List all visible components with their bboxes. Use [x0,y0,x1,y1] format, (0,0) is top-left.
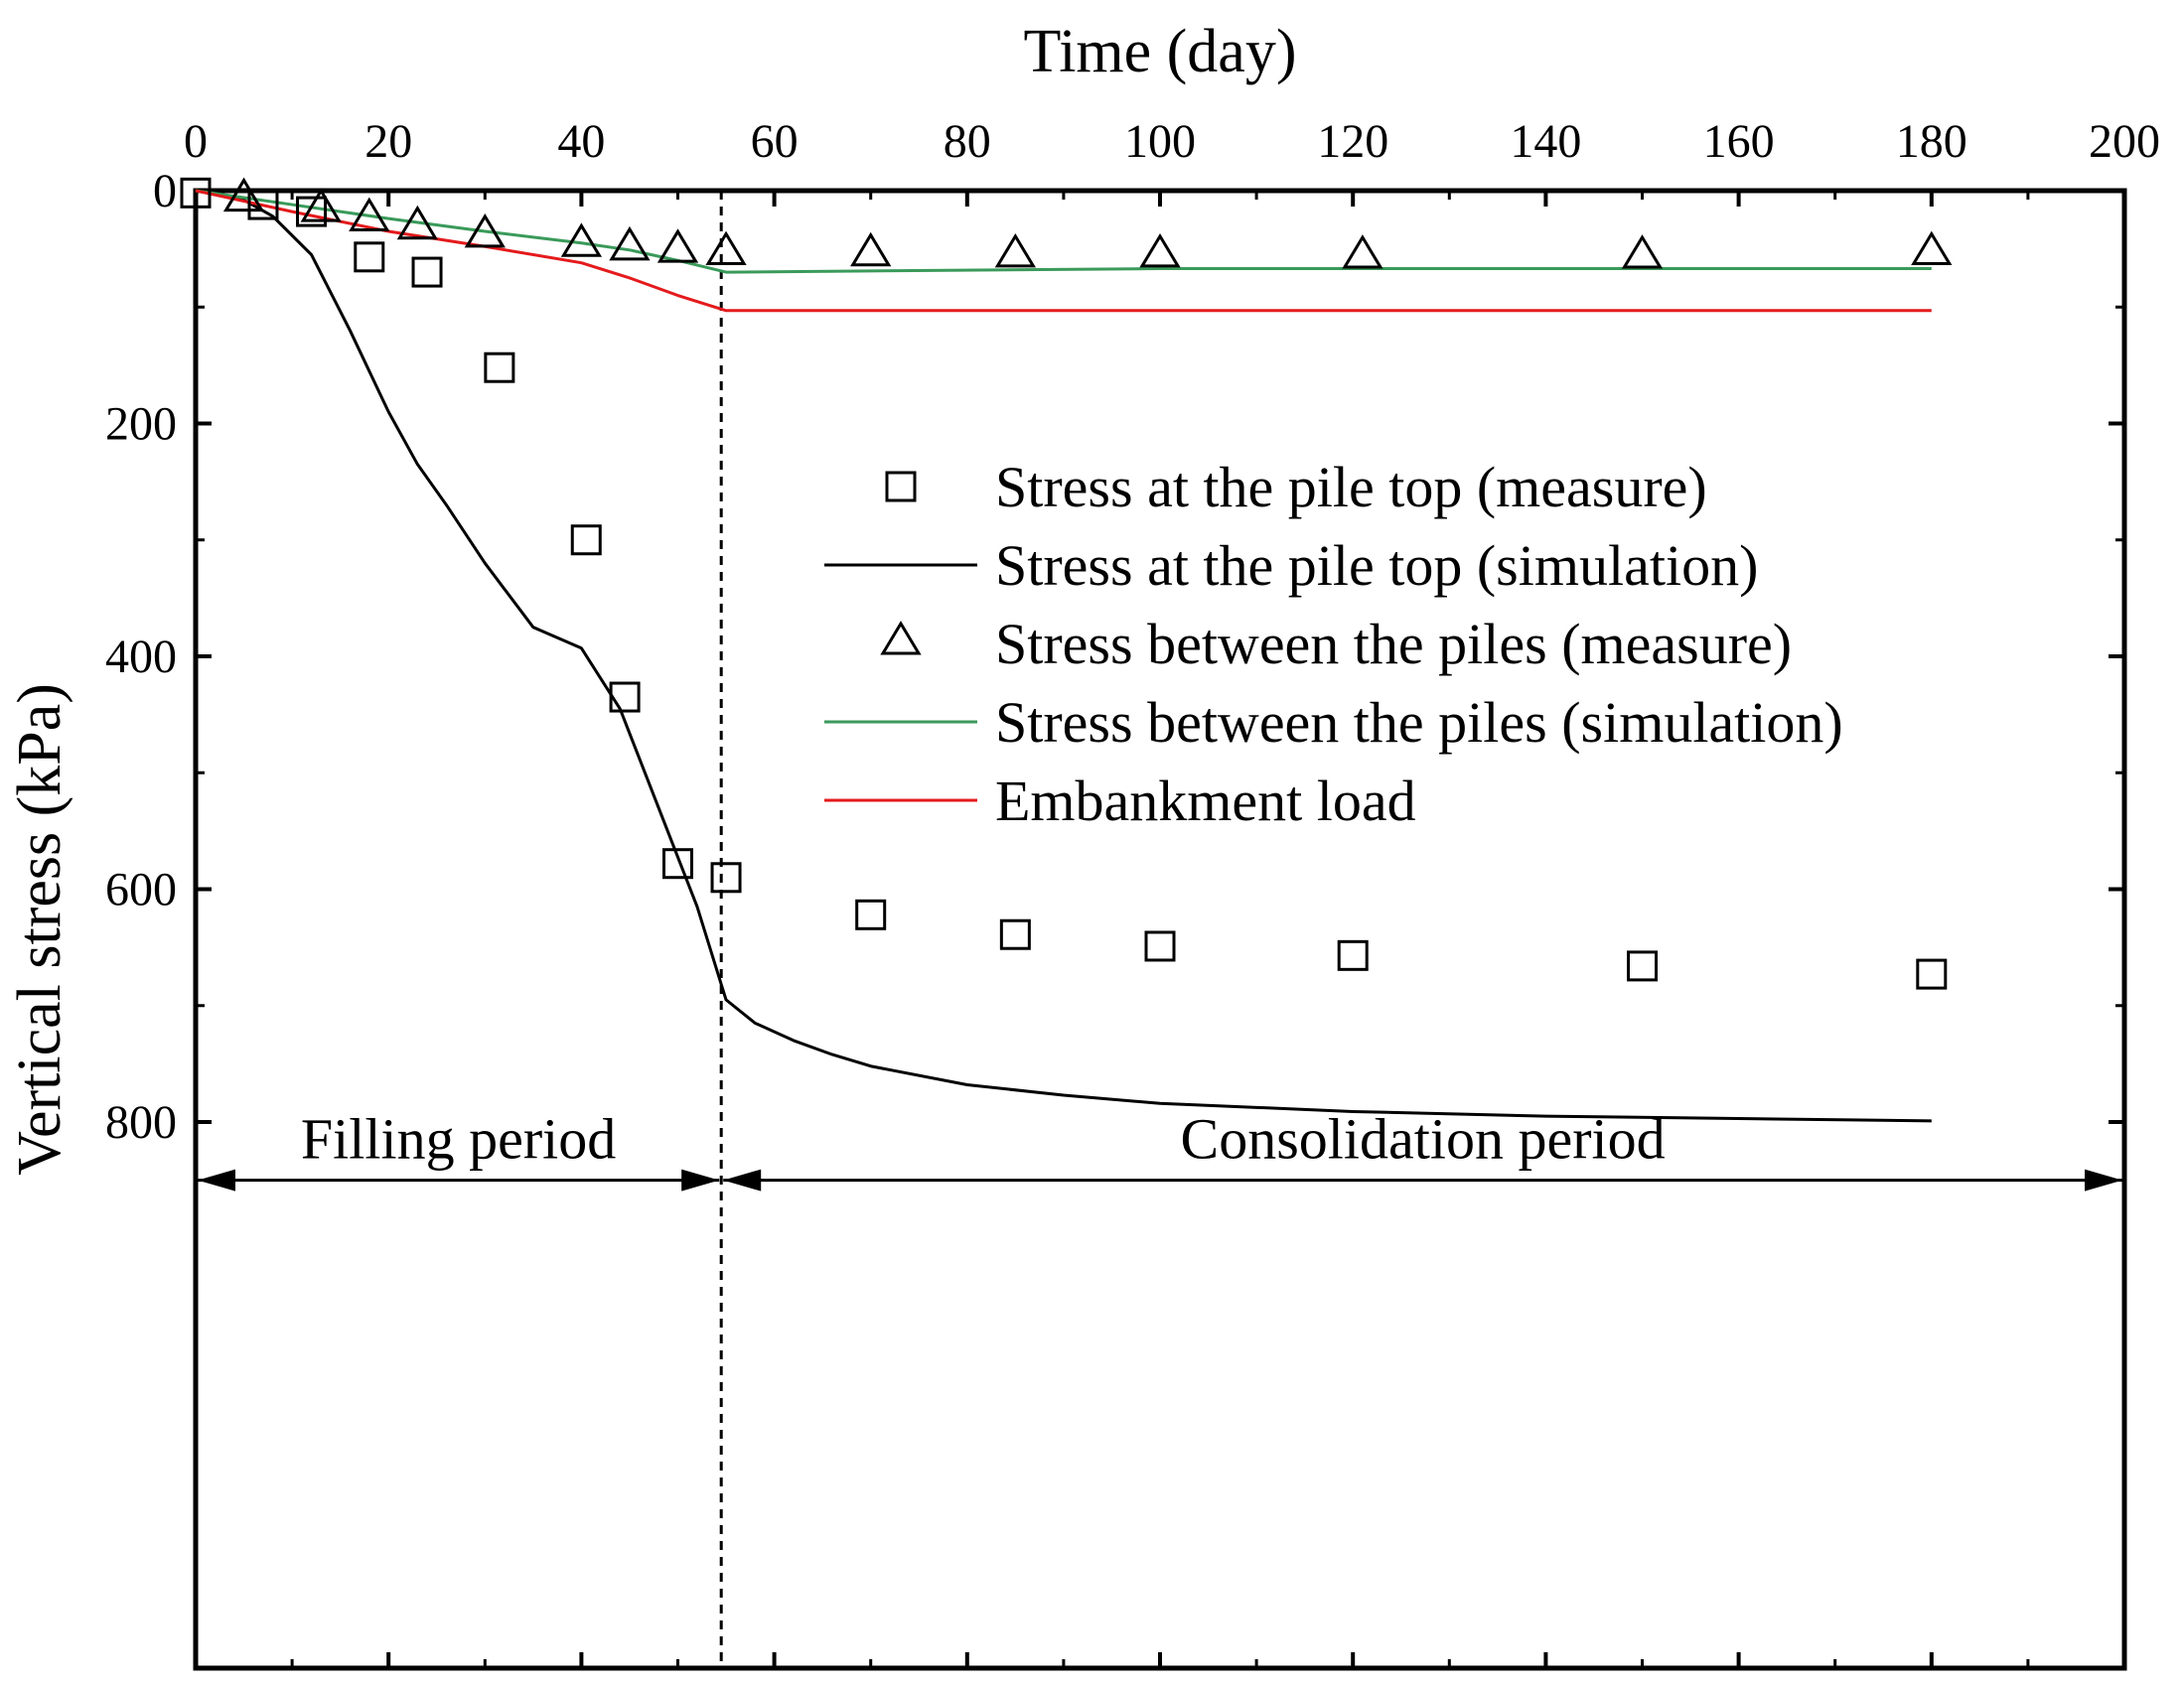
x-tick-label: 80 [944,115,991,168]
legend-entry: Stress between the piles (measure) [995,612,1792,676]
triangle-marker [1621,234,1664,269]
plot-frame [193,188,2127,1671]
arrow-head-right [2085,1169,2122,1192]
square-marker [1916,958,1948,990]
x-tick-label: 120 [1317,115,1388,168]
x-tick-label: 160 [1703,115,1775,168]
square-marker [855,899,887,930]
triangle-marker [705,230,747,266]
triangle-marker [1342,234,1383,269]
square-marker [296,196,328,227]
triangle-marker [464,213,506,248]
y-tick-label: 800 [105,1096,177,1149]
x-tick-label: 0 [184,115,208,168]
square-marker [662,848,693,880]
y-tick-label: 200 [105,398,177,451]
square-marker [1337,939,1369,971]
square-marker [354,241,385,273]
triangle-marker [396,205,438,240]
y-tick-label: 600 [105,864,177,916]
triangle-marker [560,222,603,257]
x-axis-title: Time (day) [1024,18,1297,85]
triangle-marker [609,225,651,261]
legend-triangle-swatch [880,621,922,655]
x-tick-label: 60 [751,115,799,168]
square-marker [484,351,515,383]
period-label: Filling period [301,1107,616,1172]
period-annotations: Filling period Consolidation period [198,1107,2122,1192]
legend-entry: Embankment load [995,769,1416,833]
arrow-head-left [723,1169,762,1192]
x-tick-label: 180 [1896,115,1967,168]
legend-entry: Stress at the pile top (measure) [995,455,1707,519]
y-axis: 0 200 400 600 800 [105,165,2124,1149]
triangle-marker [656,228,699,263]
square-marker [247,189,279,220]
arrow-head-left [198,1169,235,1192]
y-tick-label: 400 [105,631,177,683]
square-marker [609,681,641,713]
square-marker [570,524,602,556]
period-label: Consolidation period [1181,1107,1666,1172]
x-tick-label: 200 [2089,115,2160,168]
triangle-marker [349,197,390,232]
legend-entry: Stress between the piles (simulation) [995,690,1843,755]
x-tick-label: 140 [1510,115,1581,168]
series-line-3 [195,189,1932,274]
y-axis-title: Vertical stress (kPa) [6,683,73,1176]
x-tick-label: 100 [1124,115,1196,168]
legend-entry: Stress at the pile top (simulation) [995,533,1758,598]
triangle-marker [1911,230,1953,266]
triangle-marker [222,177,265,212]
legend: Stress at the pile top (measure) Stress a… [824,455,1843,833]
x-tick-label: 40 [557,115,605,168]
triangle-marker [1139,232,1181,268]
series-markers [180,177,1953,990]
triangle-marker [850,231,892,267]
triangle-marker [994,232,1036,268]
y-tick-label: 0 [153,165,177,217]
series-line-4 [195,189,1932,313]
square-marker [710,862,742,894]
series-lines [195,189,1932,1123]
square-marker [999,918,1031,950]
square-marker [1627,950,1658,982]
legend-square-swatch [885,471,917,502]
series-line-1 [195,189,1932,1123]
square-marker [180,177,212,209]
square-marker [1144,930,1176,962]
triangle-marker [300,188,342,222]
square-marker [411,256,443,288]
x-axis: 0 20 40 60 80 100 120 140 160 180 200 [184,115,2160,1668]
arrow-head-right [681,1169,720,1192]
x-tick-label: 20 [364,115,412,168]
